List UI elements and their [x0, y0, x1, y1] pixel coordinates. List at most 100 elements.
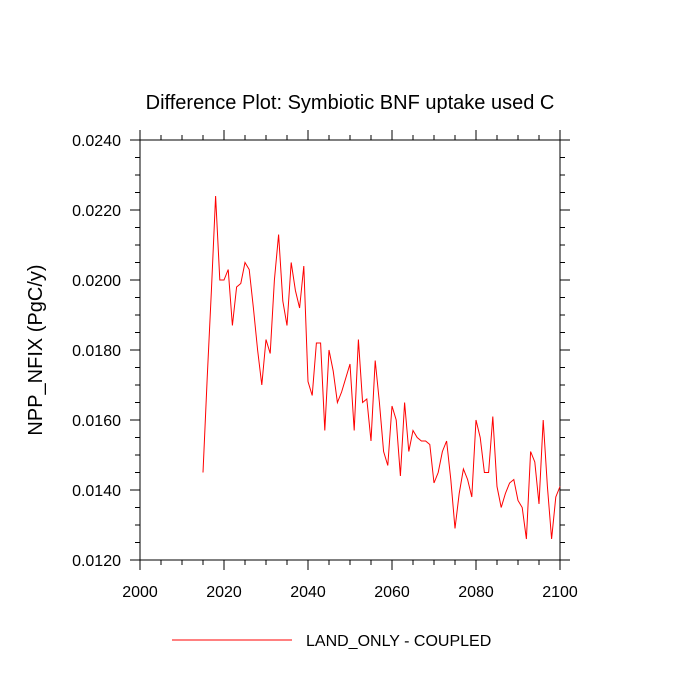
data-point — [282, 300, 283, 301]
y-tick-label: 0.0200 — [72, 273, 121, 290]
data-point — [278, 234, 279, 235]
y-axis-ticks: 0.0120 0.0140 0.0160 0.0180 0.0200 0.0220 0.02… — [72, 133, 570, 570]
y-tick-label: 0.0220 — [72, 203, 121, 220]
data-point — [543, 419, 544, 420]
x-tick-label: 2100 — [542, 584, 578, 601]
data-point — [291, 262, 292, 263]
data-point — [480, 437, 481, 438]
data-point — [438, 472, 439, 473]
data-point — [534, 461, 535, 462]
data-point — [328, 349, 329, 350]
y-axis-label: NPP_NFIX (PgC/y) — [25, 264, 47, 435]
y-tick-label: 0.0180 — [72, 343, 121, 360]
data-point — [261, 384, 262, 385]
x-tick-label: 2020 — [206, 584, 242, 601]
data-point — [244, 262, 245, 263]
data-point — [496, 486, 497, 487]
data-point — [274, 279, 275, 280]
data-point — [299, 307, 300, 308]
x-tick-label: 2040 — [290, 584, 326, 601]
data-point — [354, 430, 355, 431]
data-point — [202, 472, 203, 473]
legend-label: LAND_ONLY - COUPLED — [306, 633, 491, 650]
data-point — [366, 398, 367, 399]
data-point — [345, 377, 346, 378]
data-point — [320, 342, 321, 343]
data-point — [425, 440, 426, 441]
data-point — [341, 391, 342, 392]
data-point — [446, 440, 447, 441]
series-layer — [202, 195, 561, 540]
y-tick-label: 0.0120 — [72, 553, 121, 570]
data-point — [475, 419, 476, 420]
data-point — [467, 479, 468, 480]
data-point — [492, 416, 493, 417]
data-point — [383, 451, 384, 452]
data-point — [228, 269, 229, 270]
data-point — [379, 402, 380, 403]
data-point — [555, 496, 556, 497]
data-point — [450, 479, 451, 480]
y-tick-label: 0.0140 — [72, 483, 121, 500]
data-point — [522, 507, 523, 508]
data-point — [463, 468, 464, 469]
data-point — [324, 430, 325, 431]
y-tick-label: 0.0240 — [72, 133, 121, 150]
data-point — [349, 363, 350, 364]
plot-frame — [139, 139, 561, 561]
data-point — [333, 370, 334, 371]
data-point — [530, 451, 531, 452]
legend: LAND_ONLY - COUPLED — [172, 633, 491, 650]
x-axis-ticks: 2000 2020 2040 2060 2080 2100 — [122, 130, 578, 601]
data-point — [307, 381, 308, 382]
data-point — [295, 290, 296, 291]
data-point — [400, 475, 401, 476]
data-point — [375, 360, 376, 361]
data-point — [513, 479, 514, 480]
data-point — [362, 402, 363, 403]
data-point — [387, 465, 388, 466]
data-point — [559, 486, 560, 487]
data-point — [471, 496, 472, 497]
data-point — [211, 290, 212, 291]
data-point — [429, 444, 430, 445]
data-point — [270, 353, 271, 354]
data-point — [358, 339, 359, 340]
data-point — [391, 405, 392, 406]
x-tick-label: 2060 — [374, 584, 410, 601]
data-point — [488, 472, 489, 473]
data-point — [337, 402, 338, 403]
data-point — [253, 307, 254, 308]
x-tick-label: 2000 — [122, 584, 158, 601]
plot-axes — [139, 139, 561, 561]
data-point — [207, 377, 208, 378]
x-tick-label: 2080 — [458, 584, 494, 601]
y-tick-label: 0.0160 — [72, 413, 121, 430]
series-line — [202, 195, 561, 540]
data-point — [417, 437, 418, 438]
data-point — [249, 269, 250, 270]
data-point — [286, 325, 287, 326]
data-point — [551, 538, 552, 539]
data-point — [501, 507, 502, 508]
data-point — [236, 286, 237, 287]
data-point — [421, 440, 422, 441]
data-point — [484, 472, 485, 473]
data-point — [232, 325, 233, 326]
data-point — [547, 486, 548, 487]
data-point — [370, 440, 371, 441]
data-point — [408, 451, 409, 452]
data-point — [316, 342, 317, 343]
data-point — [454, 528, 455, 529]
data-point — [303, 265, 304, 266]
data-point — [215, 195, 216, 196]
data-point — [433, 482, 434, 483]
data-point — [257, 349, 258, 350]
data-point — [526, 538, 527, 539]
data-point — [412, 430, 413, 431]
data-point — [312, 395, 313, 396]
data-point — [223, 279, 224, 280]
data-point — [240, 283, 241, 284]
data-point — [538, 503, 539, 504]
data-point — [265, 339, 266, 340]
